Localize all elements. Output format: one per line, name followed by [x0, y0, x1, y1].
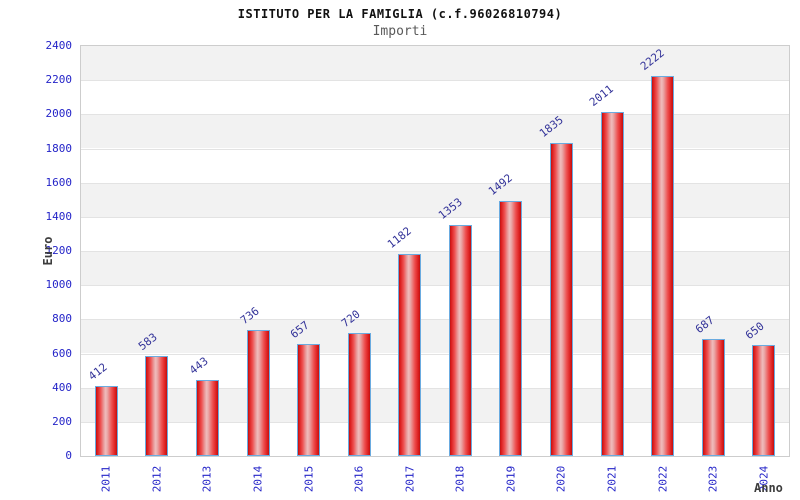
plot-band [81, 251, 789, 286]
y-tick-label: 2400 [45, 39, 73, 52]
plot-band [81, 216, 789, 251]
y-tick-label: 1600 [45, 175, 73, 189]
y-tick-label: 1400 [45, 209, 73, 223]
gridline [81, 319, 789, 321]
bar-2018 [449, 225, 472, 456]
y-tick-label: 200 [52, 414, 72, 428]
plot-area [80, 45, 790, 457]
y-tick-label: 800 [52, 312, 72, 326]
x-tick-label: 2011 [99, 465, 113, 493]
x-tick-label: 2020 [554, 465, 568, 493]
bar-2011 [95, 386, 118, 456]
plot-band [81, 46, 789, 81]
plot-band [81, 387, 789, 422]
plot-band [81, 353, 789, 388]
y-tick-label: 1800 [45, 141, 73, 155]
x-tick-label: 2019 [504, 465, 518, 493]
x-tick-label: 2015 [302, 465, 316, 493]
bar-2021 [601, 112, 624, 456]
y-tick-label: 400 [52, 380, 72, 394]
chart-subtitle: Importi [372, 24, 428, 39]
x-tick-label: 2021 [605, 465, 619, 493]
y-tick-label: 2200 [45, 73, 73, 87]
x-tick-label: 2023 [706, 465, 720, 493]
x-tick-label: 2016 [352, 465, 366, 493]
gridline [81, 285, 789, 287]
bar-2014 [247, 330, 270, 456]
y-tick-label: 2000 [45, 107, 73, 121]
y-tick-label: 0 [65, 449, 72, 462]
bar-2020 [550, 143, 573, 456]
x-tick-label: 2014 [251, 465, 265, 493]
y-tick-label: 600 [52, 346, 72, 360]
plot-band [81, 421, 789, 456]
gridline [81, 387, 789, 389]
gridline [81, 80, 789, 82]
bar-2016 [348, 333, 371, 456]
gridline [81, 421, 789, 423]
gridline [81, 148, 789, 150]
y-tick-label: 1200 [45, 244, 73, 257]
y-axis-title: Euro [41, 236, 55, 266]
bar-2022 [651, 76, 674, 456]
x-tick-label: 2018 [453, 465, 467, 493]
gridline [81, 353, 789, 355]
bar-2015 [297, 344, 320, 456]
y-tick-label: 1000 [45, 278, 73, 292]
bar-2012 [145, 356, 168, 456]
x-axis-title: Anno [754, 481, 783, 495]
plot-band [81, 319, 789, 354]
x-tick-label: 2022 [656, 465, 670, 493]
gridline [81, 216, 789, 218]
chart-title: ISTITUTO PER LA FAMIGLIA (c.f.9602681079… [237, 7, 563, 21]
x-tick-label: 2013 [200, 465, 214, 493]
bar-2013 [196, 380, 219, 456]
bar-2017 [398, 254, 421, 456]
bar-2024 [752, 345, 775, 456]
bar-2023 [702, 339, 725, 456]
bar-2019 [499, 201, 522, 456]
plot-band [81, 80, 789, 115]
gridline [81, 182, 789, 184]
plot-band [81, 114, 789, 149]
plot-band [81, 148, 789, 183]
plot-band [81, 285, 789, 320]
gridline [81, 114, 789, 116]
gridline [81, 251, 789, 252]
x-tick-label: 2017 [403, 465, 417, 493]
x-tick-label: 2012 [150, 465, 164, 493]
